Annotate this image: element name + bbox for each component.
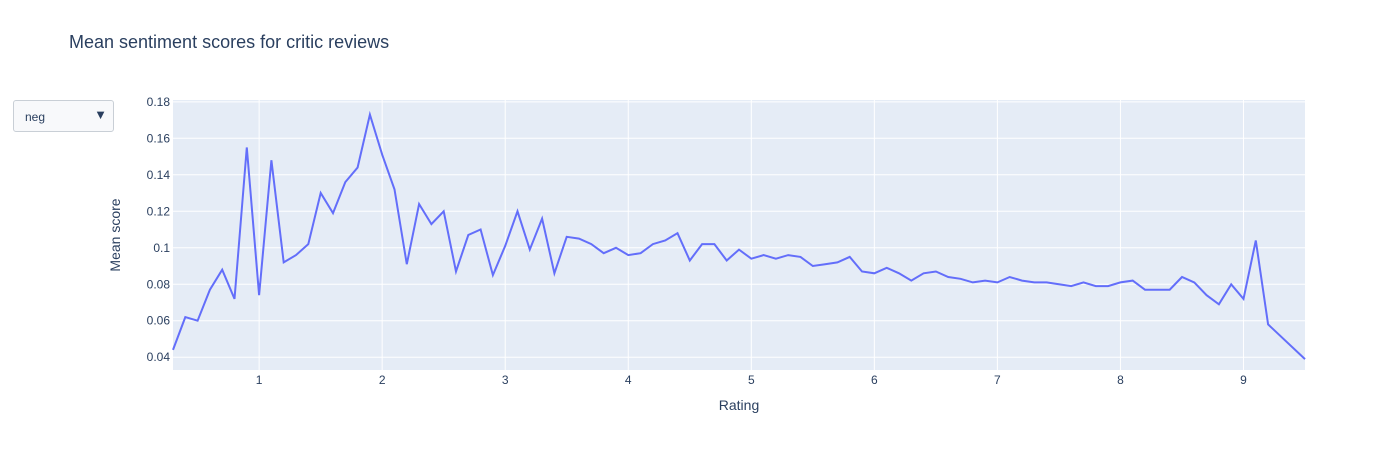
x-tick-label: 7 xyxy=(994,373,1001,387)
y-axis-ticks: 0.04 0.06 0.08 0.1 0.12 0.14 0.16 0.18 xyxy=(147,95,171,364)
x-tick-label: 5 xyxy=(748,373,755,387)
y-tick-label: 0.14 xyxy=(147,168,171,182)
y-tick-label: 0.08 xyxy=(147,277,171,291)
y-tick-label: 0.1 xyxy=(153,241,170,255)
y-tick-label: 0.12 xyxy=(147,204,171,218)
y-tick-label: 0.18 xyxy=(147,95,171,109)
x-tick-label: 3 xyxy=(502,373,509,387)
x-axis-ticks: 1 2 3 4 5 6 7 8 9 xyxy=(256,373,1247,387)
x-tick-label: 1 xyxy=(256,373,263,387)
dropdown-selected-value: neg xyxy=(25,110,46,124)
y-tick-label: 0.04 xyxy=(147,350,171,364)
x-tick-label: 2 xyxy=(379,373,386,387)
x-tick-label: 9 xyxy=(1240,373,1247,387)
series-line xyxy=(172,110,1306,360)
plot-area xyxy=(173,100,1305,370)
sentiment-dropdown[interactable]: neg ▼ xyxy=(13,100,114,132)
x-tick-label: 6 xyxy=(871,373,878,387)
x-tick-label: 8 xyxy=(1117,373,1124,387)
triangle-down-icon: ▼ xyxy=(94,107,107,122)
grid-lines xyxy=(173,100,1305,370)
chart-title: Mean sentiment scores for critic reviews xyxy=(69,32,390,52)
y-tick-label: 0.06 xyxy=(147,314,171,328)
x-tick-label: 4 xyxy=(625,373,632,387)
y-axis-title: Mean score xyxy=(107,198,123,271)
y-tick-label: 0.16 xyxy=(147,131,171,145)
x-axis-title: Rating xyxy=(719,397,759,413)
